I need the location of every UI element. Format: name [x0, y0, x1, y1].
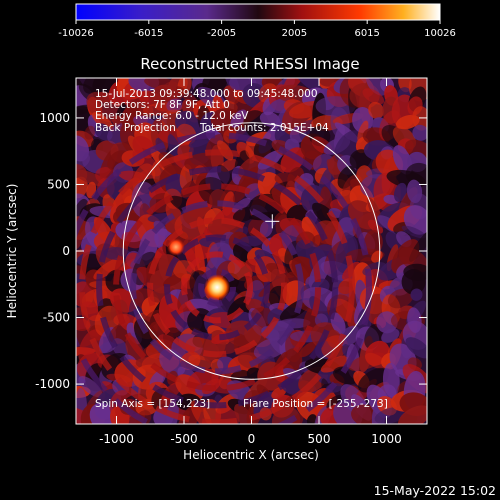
heatmap-cell: [230, 109, 247, 128]
plot-area: [75, 77, 428, 425]
heatmap-cell: [299, 341, 317, 358]
colorbar: [75, 3, 441, 21]
heatmap-cell: [412, 124, 427, 141]
colorbar-tick-label: 6015: [354, 28, 379, 39]
heatmap-cell: [381, 328, 400, 343]
heatmap-cell: [202, 78, 228, 93]
heatmap-cell: [76, 407, 98, 424]
diffraction-ring: [96, 166, 339, 409]
footer-timestamp: 15-May-2022 15:02: [374, 483, 496, 498]
diffraction-ring: [113, 183, 322, 392]
y-tick-labels: 1000 500 0 -500 -1000: [35, 111, 70, 391]
diffraction-rings: [76, 132, 373, 424]
heatmap-cell: [366, 78, 387, 96]
heatmap-cell: [234, 403, 258, 424]
heatmap-cell: [230, 369, 251, 384]
annotation-spin-axis: Spin Axis = [154,223]: [95, 398, 210, 410]
heatmap-cell: [392, 145, 413, 175]
heatmap-cell: [166, 98, 183, 113]
x-tick-labels: -1000 -500 0 500 1000: [99, 432, 402, 446]
heatmap-cell: [398, 78, 412, 93]
colorbar-tick-label: -10026: [58, 28, 93, 39]
x-tick-label: 1000: [371, 432, 402, 446]
colorbar-tick-label: 10026: [424, 28, 456, 39]
heatmap-cell: [76, 234, 83, 250]
heatmap-cell: [78, 376, 103, 398]
diffraction-ring: [130, 200, 305, 375]
annotation-flare-position: Flare Position = [-255,-273]: [243, 398, 388, 410]
heatmap-cell: [306, 414, 317, 424]
heatmap-cell: [368, 101, 384, 119]
y-tick-label: -1000: [35, 377, 70, 391]
heatmap-cell: [405, 337, 427, 359]
chart-title: Reconstructed RHESSI Image: [140, 55, 359, 73]
annotations: 15-Jul-2013 09:39:48.000 to 09:45:48.000…: [95, 88, 388, 410]
x-tick-label: 500: [308, 432, 331, 446]
axis-ticks: [76, 78, 427, 424]
heatmap-cell: [363, 230, 383, 256]
heatmap-cell: [401, 269, 426, 295]
heatmap-cell: [92, 112, 115, 132]
diffraction-ring: [198, 268, 237, 307]
x-tick-label: -500: [170, 432, 197, 446]
heatmap-cell: [410, 288, 423, 301]
heatmap-cell: [412, 106, 427, 131]
colorbar-tick-label: -6015: [134, 28, 163, 39]
y-tick-label: 500: [47, 177, 70, 191]
spin-axis-marker: [265, 214, 280, 229]
diffraction-ring: [76, 132, 373, 424]
colorbar-tick-label: 2005: [282, 28, 307, 39]
flare-source: [204, 274, 231, 301]
heatmap-cell: [76, 176, 88, 199]
colorbar-ticks: -10026 -6015 -2005 2005 6015 10026: [58, 20, 456, 39]
annotation-total-counts: Total counts: 2.015E+04: [199, 122, 329, 134]
x-tick-label: 0: [248, 432, 256, 446]
y-axis-label: Heliocentric Y (arcsec): [5, 184, 19, 319]
diffraction-ring: [79, 149, 356, 424]
diffraction-ring: [164, 234, 271, 341]
diffraction-ring: [181, 251, 254, 324]
colorbar-tick-label: -2005: [207, 28, 236, 39]
heatmap-cell: [320, 355, 351, 373]
diffraction-ring: [147, 217, 288, 358]
heatmap-cell: [401, 225, 426, 239]
heatmap-cell: [387, 288, 414, 309]
secondary-source: [166, 238, 185, 257]
heatmap-cell: [246, 78, 267, 88]
heatmap-cell: [282, 348, 303, 375]
y-tick-label: -500: [43, 311, 70, 325]
heatmap-cell: [357, 120, 369, 143]
heatmap-cell: [364, 352, 387, 370]
annotation-method: Back Projection: [95, 122, 176, 134]
solar-disk-circle: [122, 122, 381, 380]
annotation-time-range: 15-Jul-2013 09:39:48.000 to 09:45:48.000: [95, 88, 318, 100]
annotation-detectors: Detectors: 7F 8F 9F, Att 0: [95, 99, 230, 111]
heatmap-cell: [367, 219, 384, 234]
y-tick-label: 1000: [39, 111, 70, 125]
heatmap-cell: [84, 125, 96, 140]
annotation-energy-range: Energy Range: 6.0 - 12.0 keV: [95, 110, 249, 122]
heatmap-cell: [103, 247, 131, 261]
heatmap-cell: [333, 366, 360, 385]
x-tick-label: -1000: [99, 432, 134, 446]
x-axis-label: Heliocentric X (arcsec): [183, 448, 319, 462]
y-tick-label: 0: [62, 244, 70, 258]
heatmap-cell: [215, 341, 239, 355]
heatmap-cell: [330, 312, 346, 335]
heatmap-cell: [362, 88, 385, 105]
heatmap-cell: [295, 78, 326, 93]
